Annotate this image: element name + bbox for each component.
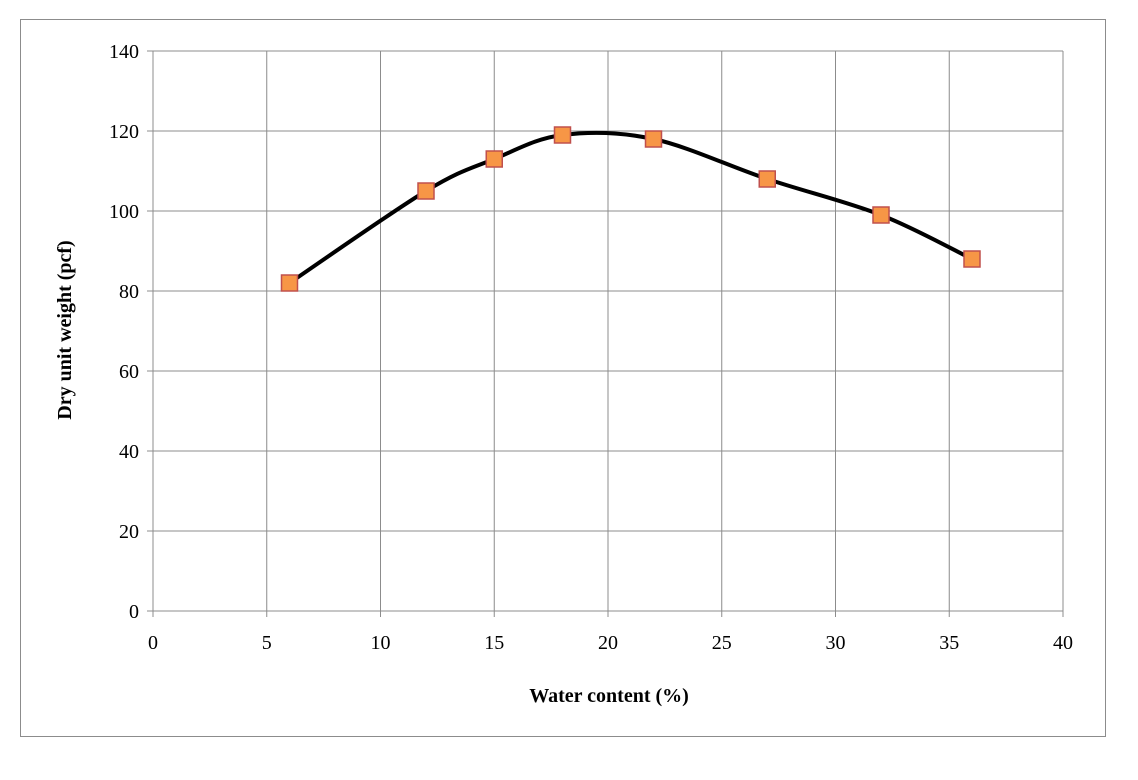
x-tick-label: 25 (712, 632, 732, 654)
data-point-marker (417, 182, 435, 200)
x-tick-label: 20 (598, 632, 618, 654)
data-point-marker (485, 150, 503, 168)
y-tick-label: 40 (119, 441, 139, 463)
y-axis-title: Dry unit weight (pcf) (54, 240, 76, 419)
y-tick-labels: 0 20 40 60 80 100 120 140 (109, 41, 139, 623)
x-tick-label: 35 (939, 632, 959, 654)
axes (147, 50, 1064, 617)
data-point-marker (758, 170, 776, 188)
y-tick-label: 140 (109, 41, 139, 63)
data-point-marker (644, 130, 663, 148)
x-tick-label: 15 (484, 632, 504, 654)
data-point-marker (280, 274, 299, 292)
y-tick-label: 100 (109, 201, 139, 223)
y-tick-label: 60 (119, 361, 139, 383)
y-tick-label: 20 (119, 521, 139, 543)
chart: 0 5 10 15 20 25 30 35 40 0 20 40 60 80 100 120 140 Wate… (54, 41, 1073, 707)
y-tick-label: 80 (119, 281, 139, 303)
data-point-marker (872, 206, 890, 224)
grid (153, 50, 1064, 611)
series-line (287, 130, 974, 285)
y-tick-label: 120 (109, 121, 139, 143)
x-tick-label: 10 (371, 632, 391, 654)
x-tick-label: 5 (262, 632, 272, 654)
x-tick-label: 40 (1053, 632, 1073, 654)
data-point-marker (553, 126, 572, 144)
y-tick-label: 0 (129, 601, 139, 623)
chart-frame: 0 5 10 15 20 25 30 35 40 0 20 40 60 80 100 120 140 Wate… (20, 19, 1106, 737)
series (280, 126, 981, 292)
x-axis-title: Water content (%) (529, 685, 689, 707)
x-tick-labels: 0 5 10 15 20 25 30 35 40 (148, 632, 1073, 654)
data-point-marker (963, 250, 981, 268)
x-tick-label: 0 (148, 632, 158, 654)
x-tick-label: 30 (826, 632, 846, 654)
